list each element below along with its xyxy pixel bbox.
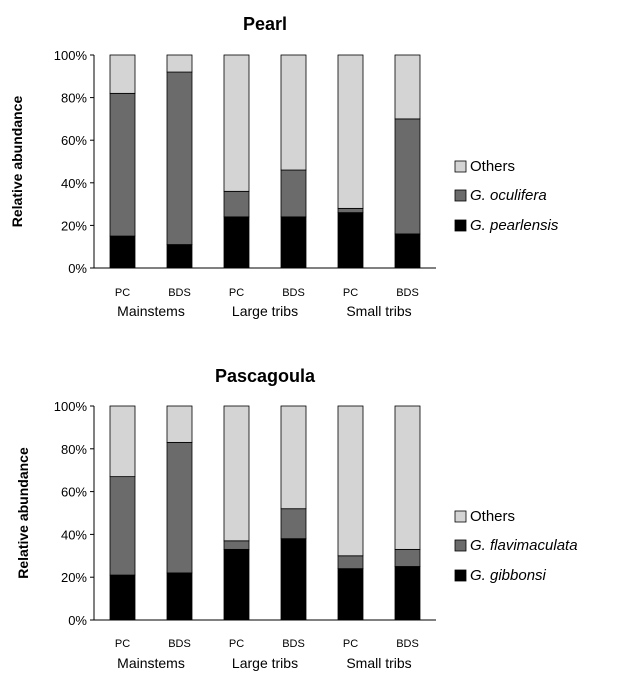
bar-segment-2 <box>223 540 250 550</box>
chart-2: Pascagoula Relative abundance 0% 20% 40% 60% 8… <box>15 366 578 671</box>
bar-segment-3 <box>223 405 250 542</box>
bar-segment-1 <box>223 216 250 269</box>
y-tick-label: 60% <box>61 133 87 148</box>
y-tick-label: 80% <box>61 91 87 106</box>
y-tick-label: 100% <box>54 48 88 63</box>
y-tick-label: 60% <box>61 485 87 500</box>
group-label: Mainstems <box>117 303 185 319</box>
bar-segment-1 <box>280 216 307 269</box>
bar-segment-3 <box>337 54 364 209</box>
bar-segment-3 <box>109 405 136 478</box>
x-tick-label: PC <box>229 638 244 650</box>
bar-segment-1 <box>109 235 136 269</box>
y-tick-label: 100% <box>54 399 88 414</box>
x-tick-label: PC <box>115 287 130 299</box>
legend-swatch <box>454 539 467 552</box>
y-tick-label: 80% <box>61 442 87 457</box>
x-tick-label: BDS <box>282 638 305 650</box>
legend-swatch <box>454 219 467 232</box>
x-tick-label: BDS <box>168 287 191 299</box>
bar-segment-3 <box>109 54 136 94</box>
x-tick-label: BDS <box>282 287 305 299</box>
y-tick-label: 0% <box>68 613 87 628</box>
bar-segment-1 <box>166 244 193 269</box>
chart-title: Pascagoula <box>215 366 316 386</box>
x-tick-label: BDS <box>396 638 419 650</box>
legend-label: G. flavimaculata <box>470 537 578 554</box>
legend-label: G. gibbonsi <box>470 567 547 584</box>
bar-segment-3 <box>280 405 307 510</box>
bar-segment-1 <box>223 548 250 621</box>
bar-segment-2 <box>166 441 193 574</box>
bar-segment-1 <box>394 233 421 269</box>
bar-segment-2 <box>223 190 250 218</box>
bar-segment-2 <box>109 476 136 576</box>
bar-segment-3 <box>337 405 364 557</box>
bar-segment-2 <box>337 555 364 570</box>
legend-label: Others <box>470 158 515 175</box>
bar-segment-2 <box>166 71 193 245</box>
group-label: Small tribs <box>346 303 411 319</box>
y-tick-label: 40% <box>61 176 87 191</box>
bar-segment-2 <box>109 92 136 237</box>
bar-segment-2 <box>394 548 421 567</box>
bar-segment-3 <box>394 405 421 550</box>
bar-segment-1 <box>109 574 136 621</box>
group-label: Large tribs <box>232 655 298 671</box>
x-tick-label: PC <box>343 638 358 650</box>
bar-segment-2 <box>280 169 307 218</box>
x-tick-label: PC <box>343 287 358 299</box>
y-tick-label: 20% <box>61 570 87 585</box>
legend-swatch <box>454 189 467 202</box>
bar-segment-3 <box>166 405 193 443</box>
y-axis-label: Relative abundance <box>15 447 31 579</box>
legend-swatch <box>454 160 467 173</box>
legend-label: G. pearlensis <box>470 217 559 234</box>
group-label: Mainstems <box>117 655 185 671</box>
bar-segment-3 <box>166 54 193 73</box>
group-label: Small tribs <box>346 655 411 671</box>
y-axis-label: Relative abundance <box>9 96 25 228</box>
bar-segment-3 <box>223 54 250 192</box>
y-tick-label: 20% <box>61 218 87 233</box>
group-label: Large tribs <box>232 303 298 319</box>
bar-segment-1 <box>337 568 364 621</box>
y-tick-label: 0% <box>68 261 87 276</box>
legend-label: Others <box>470 508 515 525</box>
bar-segment-2 <box>280 508 307 540</box>
bar-segment-3 <box>394 54 421 120</box>
bar-segment-1 <box>166 572 193 621</box>
x-tick-label: BDS <box>396 287 419 299</box>
chart-1: Pearl Relative abundance 0% 20% 40% 60% 80% 100… <box>9 14 559 319</box>
bar-segment-1 <box>280 538 307 621</box>
legend-swatch <box>454 569 467 582</box>
x-tick-label: PC <box>115 638 130 650</box>
bar-segment-1 <box>394 566 421 621</box>
chart-title: Pearl <box>243 14 287 34</box>
bar-segment-2 <box>394 118 421 235</box>
y-tick-label: 40% <box>61 527 87 542</box>
legend-label: G. oculifera <box>470 187 547 204</box>
bar-segment-3 <box>280 54 307 171</box>
x-tick-label: PC <box>229 287 244 299</box>
legend-swatch <box>454 510 467 523</box>
bar-segment-2 <box>337 207 364 214</box>
bar-segment-1 <box>337 212 364 269</box>
x-tick-label: BDS <box>168 638 191 650</box>
